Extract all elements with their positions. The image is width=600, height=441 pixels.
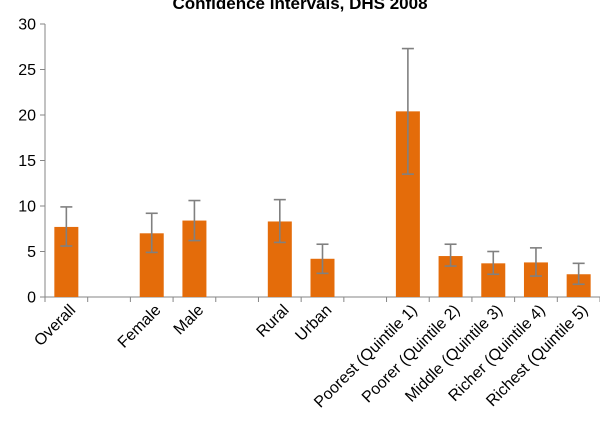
y-tick-label: 5 <box>27 244 36 261</box>
y-tick-label: 30 <box>18 17 36 34</box>
y-tick-label: 20 <box>18 108 36 125</box>
y-tick-label: 25 <box>18 62 36 79</box>
y-tick-label: 15 <box>18 153 36 170</box>
y-tick-label: 0 <box>27 290 36 307</box>
y-tick-label: 10 <box>18 199 36 216</box>
bar <box>566 274 591 297</box>
x-category-label: Overall <box>31 302 79 350</box>
x-category-label: Urban <box>292 302 335 345</box>
x-category-label: Female <box>115 302 165 352</box>
x-category-label: Male <box>171 302 208 339</box>
x-category-label: Rural <box>254 302 293 341</box>
chart-title: Confidence Intervals, DHS 2008 <box>172 0 428 13</box>
